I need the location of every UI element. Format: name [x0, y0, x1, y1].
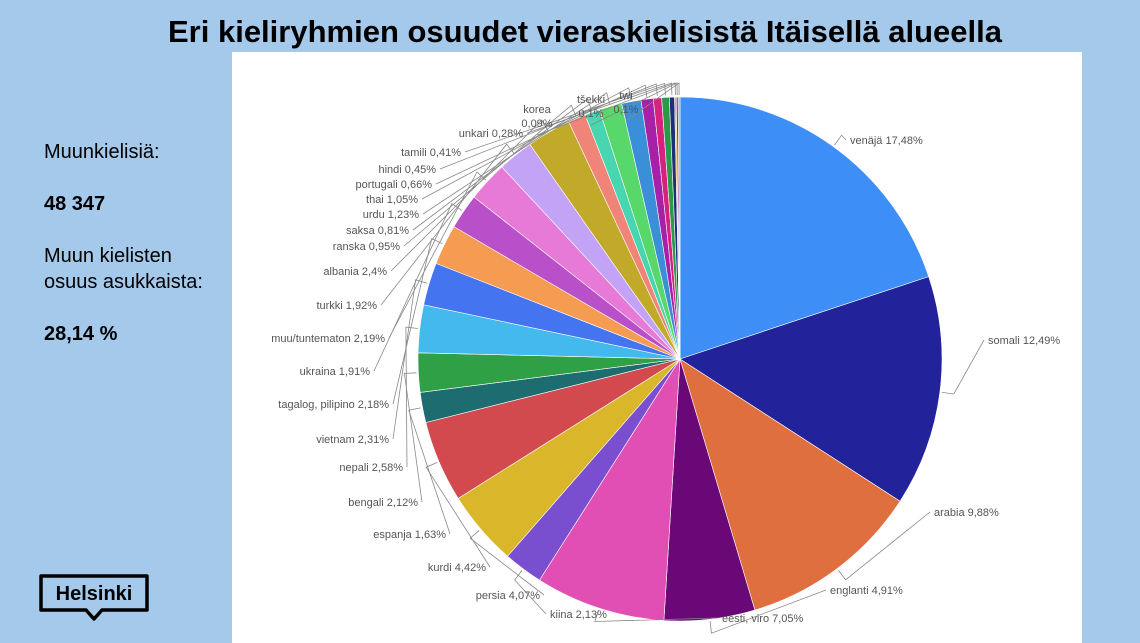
pie-slice-eesti-viro: [539, 358, 681, 621]
slice-label: somali 12,49%: [988, 335, 1060, 347]
logo-text: Helsinki: [56, 583, 133, 605]
slide-title: Eri kieliryhmien osuudet vieraskielisist…: [168, 14, 1002, 49]
helsinki-logo: Helsinki: [38, 573, 150, 621]
slice-label: thai 1,05%: [366, 194, 418, 206]
slice-label: twi 0,1%: [613, 90, 638, 116]
slice-label: persia 4,07%: [476, 590, 540, 602]
pie-slice-venäjä: [679, 96, 930, 360]
slice-label: venäjä 17,48%: [850, 135, 923, 147]
leader-line: [590, 82, 678, 126]
pie-slice-twi: [677, 96, 681, 360]
leader-line: [625, 82, 680, 122]
leader-line: [403, 372, 423, 503]
leader-line: [422, 92, 611, 215]
slice-label: ranska 0,95%: [333, 241, 400, 253]
slice-label: turkki 1,92%: [316, 300, 377, 312]
slice-label: ukraina 1,91%: [300, 366, 371, 378]
leader-line: [464, 82, 666, 153]
slice-label: arabia 9,88%: [934, 507, 999, 519]
slice-label: unkari 0,28%: [459, 128, 523, 140]
slice-label: portugali 0,66%: [356, 179, 433, 191]
leader-line: [373, 203, 463, 372]
leader-line: [405, 326, 418, 468]
slice-label: eesti, viro 7,05%: [722, 613, 804, 625]
slice-label: urdu 1,23%: [363, 209, 419, 221]
leader-line: [709, 589, 827, 634]
slice-label: kiina 2,13%: [550, 609, 607, 621]
foreign-speakers-label: Muunkielisiä:: [44, 141, 160, 163]
pie-slice-somali: [679, 276, 943, 502]
leader-line: [514, 570, 547, 615]
leader-line: [412, 98, 592, 231]
leader-line: [403, 104, 577, 247]
leader-line: [392, 238, 443, 405]
leader-line: [594, 609, 719, 622]
leader-line: [526, 82, 673, 134]
share-label-line1: Muun kielisten: [44, 245, 172, 267]
pie-chart: venäjä 17,48% somali 12,49% arabia 9,88% en…: [271, 82, 1060, 634]
pie-slice-arabia: [679, 358, 901, 611]
leader-line: [392, 279, 428, 440]
share-label-line2: osuus asukkaista:: [44, 271, 203, 293]
leader-line: [435, 84, 648, 185]
leader-line: [469, 530, 545, 596]
leader-line: [536, 82, 676, 136]
slice-label: tamili 0,41%: [401, 147, 461, 159]
slice-label: tšekki 0,1%: [577, 94, 605, 120]
slice-label: espanja 1,63%: [373, 529, 446, 541]
slice-label: vietnam 2,31%: [316, 434, 389, 446]
leader-line: [439, 83, 658, 170]
slice-label: korea 0,09%: [521, 104, 552, 130]
leader-line: [408, 407, 451, 535]
chart-panel: venäjä 17,48% somali 12,49% arabia 9,88% en…: [232, 52, 1082, 643]
leader-line: [838, 511, 931, 581]
leader-line: [941, 339, 985, 395]
leader-line: [425, 462, 491, 568]
slice-label: hindi 0,45%: [379, 164, 437, 176]
slice-label: kurdi 4,42%: [428, 562, 486, 574]
slice-label: muu/tuntematon 2,19%: [271, 333, 385, 345]
slice-label: tagalog, pilipino 2,18%: [278, 399, 389, 411]
leader-line: [834, 134, 847, 146]
slice-label: englanti 4,91%: [830, 585, 903, 597]
slice-label: saksa 0,81%: [346, 225, 409, 237]
slice-label: albania 2,4%: [323, 266, 387, 278]
slice-label: nepali 2,58%: [339, 462, 403, 474]
slice-label: bengali 2,12%: [348, 497, 418, 509]
share-value: 28,14 %: [44, 323, 118, 345]
foreign-speakers-value: 48 347: [44, 193, 106, 215]
